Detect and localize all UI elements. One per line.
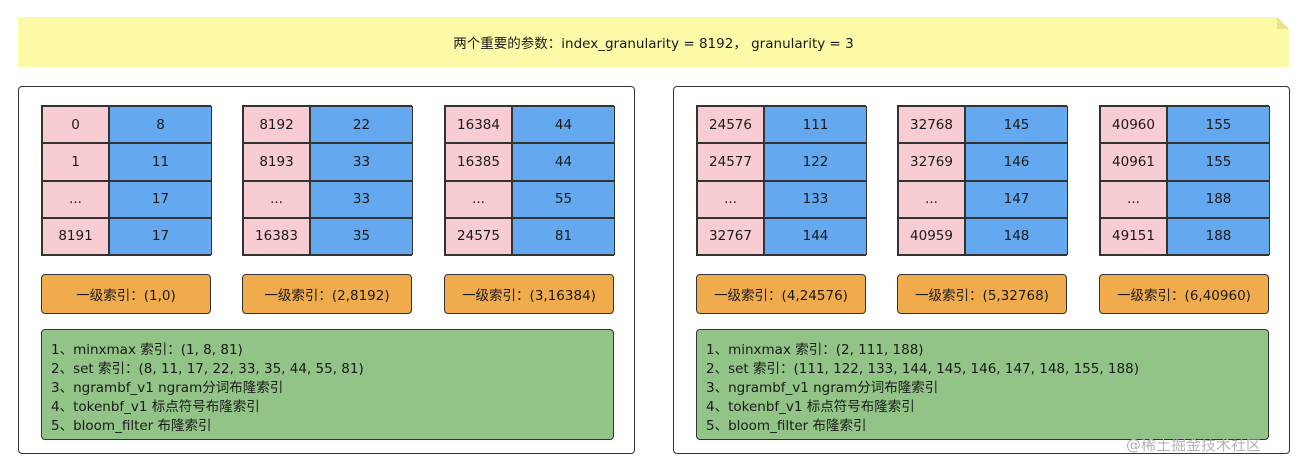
column-value-cell: 188 [1167, 217, 1270, 255]
skip-index-line: 5、bloom_filter 布隆索引 [51, 418, 212, 434]
column-value-cell: 11 [109, 143, 212, 181]
row-key-cell: 0 [42, 106, 109, 144]
parameters-note: 两个重要的参数：index_granularity = 8192， granul… [18, 17, 1289, 67]
row-key-cell: 8193 [243, 143, 310, 181]
primary-index-box: 一级索引：(5,32768) [897, 274, 1067, 314]
column-value-cell: 33 [310, 143, 413, 181]
column-value-cell: 81 [512, 217, 615, 255]
granule-table: 24576 111 24577 122 ... 133 32767 144 [696, 105, 867, 256]
skip-index-line: 3、ngrambf_v1 ngram分词布隆索引 [706, 380, 939, 396]
row-key-cell: ... [1100, 180, 1167, 218]
row-key-cell: 1 [42, 143, 109, 181]
skip-index-line: 1、minxmax 索引：(2, 111, 188) [706, 342, 924, 358]
column-value-cell: 8 [109, 106, 212, 144]
parameters-note-text: 两个重要的参数：index_granularity = 8192， granul… [453, 36, 854, 52]
row-key-cell: 32769 [898, 143, 965, 181]
granule-table: 16384 44 16385 44 ... 55 24575 81 [444, 105, 615, 256]
skip-index-box: 1、minxmax 索引：(2, 111, 188) 2、set 索引：(111… [696, 329, 1269, 440]
row-key-cell: ... [898, 180, 965, 218]
column-value-cell: 122 [764, 143, 867, 181]
row-key-cell: 40960 [1100, 106, 1167, 144]
row-key-cell: 49151 [1100, 217, 1167, 255]
skip-index-line: 3、ngrambf_v1 ngram分词布隆索引 [51, 380, 284, 396]
row-key-cell: ... [445, 180, 512, 218]
skip-index-line: 2、set 索引：(8, 11, 17, 22, 33, 35, 44, 55,… [51, 361, 364, 377]
column-value-cell: 111 [764, 106, 867, 144]
row-key-cell: 24577 [697, 143, 764, 181]
skip-index-box: 1、minxmax 索引：(1, 8, 81) 2、set 索引：(8, 11,… [41, 329, 614, 440]
column-value-cell: 44 [512, 143, 615, 181]
column-value-cell: 144 [764, 217, 867, 255]
row-key-cell: 40961 [1100, 143, 1167, 181]
row-key-cell: 8192 [243, 106, 310, 144]
row-key-cell: 16384 [445, 106, 512, 144]
row-key-cell: ... [697, 180, 764, 218]
row-key-cell: 16385 [445, 143, 512, 181]
skip-index-line: 4、tokenbf_v1 标点符号布隆索引 [706, 399, 915, 415]
granule-table: 0 8 1 11 ... 17 8191 17 [41, 105, 212, 256]
column-value-cell: 145 [965, 106, 1068, 144]
note-fold-corner [1277, 17, 1289, 29]
skip-index-line: 1、minxmax 索引：(1, 8, 81) [51, 342, 243, 358]
column-value-cell: 22 [310, 106, 413, 144]
column-value-cell: 146 [965, 143, 1068, 181]
column-value-cell: 148 [965, 217, 1068, 255]
primary-index-box: 一级索引：(1,0) [41, 274, 211, 314]
column-value-cell: 35 [310, 217, 413, 255]
column-value-cell: 155 [1167, 106, 1270, 144]
column-value-cell: 17 [109, 180, 212, 218]
row-key-cell: 32767 [697, 217, 764, 255]
primary-index-box: 一级索引：(6,40960) [1099, 274, 1269, 314]
granule-table: 32768 145 32769 146 ... 147 40959 148 [897, 105, 1068, 256]
column-value-cell: 147 [965, 180, 1068, 218]
row-key-cell: ... [243, 180, 310, 218]
primary-index-box: 一级索引：(4,24576) [696, 274, 866, 314]
column-value-cell: 188 [1167, 180, 1270, 218]
row-key-cell: 24575 [445, 217, 512, 255]
part-panel-1: 0 8 1 11 ... 17 8191 17 8192 22 8193 33 … [18, 86, 635, 454]
primary-index-box: 一级索引：(2,8192) [242, 274, 412, 314]
row-key-cell: 24576 [697, 106, 764, 144]
column-value-cell: 155 [1167, 143, 1270, 181]
column-value-cell: 44 [512, 106, 615, 144]
row-key-cell: 16383 [243, 217, 310, 255]
row-key-cell: ... [42, 180, 109, 218]
watermark: @稀土掘金技术社区 [1126, 436, 1262, 454]
column-value-cell: 17 [109, 217, 212, 255]
row-key-cell: 32768 [898, 106, 965, 144]
granule-table: 8192 22 8193 33 ... 33 16383 35 [242, 105, 413, 256]
primary-index-box: 一级索引：(3,16384) [444, 274, 614, 314]
skip-index-line: 2、set 索引：(111, 122, 133, 144, 145, 146, … [706, 361, 1139, 377]
skip-index-line: 4、tokenbf_v1 标点符号布隆索引 [51, 399, 260, 415]
row-key-cell: 40959 [898, 217, 965, 255]
row-key-cell: 8191 [42, 217, 109, 255]
granule-table: 40960 155 40961 155 ... 188 49151 188 [1099, 105, 1270, 256]
skip-index-line: 5、bloom_filter 布隆索引 [706, 418, 867, 434]
column-value-cell: 33 [310, 180, 413, 218]
part-panel-2: 24576 111 24577 122 ... 133 32767 144 32… [673, 86, 1290, 454]
column-value-cell: 55 [512, 180, 615, 218]
column-value-cell: 133 [764, 180, 867, 218]
